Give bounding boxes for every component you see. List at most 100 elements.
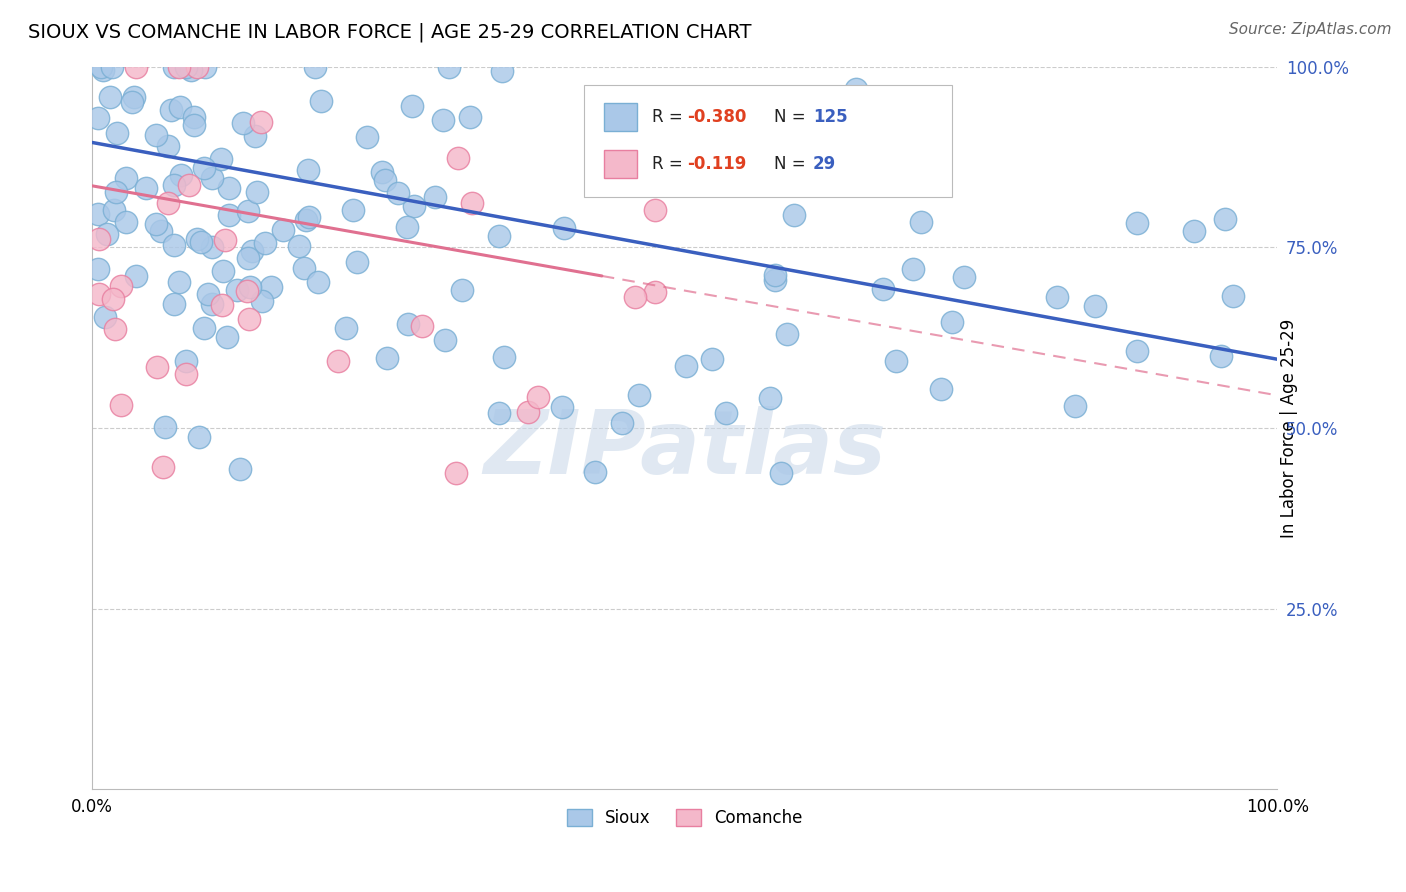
Point [411,318,433,333]
Point [229,462,252,476]
Point [183,111,205,125]
Point [1125,344,1147,359]
Point [200,240,222,254]
Point [346,255,368,269]
Point [232,116,254,130]
Point [941,316,963,330]
Point [87,206,110,220]
Point [238,204,260,219]
Point [295,213,318,227]
Point [371,165,394,179]
Point [461,196,484,211]
Point [159,103,181,117]
Point [583,465,606,479]
Point [271,223,294,237]
Point [101,60,124,74]
Point [491,63,513,78]
Point [763,273,786,287]
Point [167,275,190,289]
Point [190,235,212,250]
Legend: Sioux, Comanche: Sioux, Comanche [558,800,811,835]
Point [145,217,167,231]
Point [122,90,145,104]
Point [551,401,574,415]
Point [401,98,423,112]
Point [675,359,697,374]
Point [458,110,481,124]
Point [395,219,418,234]
Point [387,186,409,201]
FancyBboxPatch shape [605,103,637,131]
Point [193,321,215,335]
Point [492,351,515,365]
Point [298,210,321,224]
Point [335,320,357,334]
Point [872,282,894,296]
Point [375,351,398,365]
Point [194,60,217,74]
Point [304,60,326,74]
Point [253,236,276,251]
Point [135,181,157,195]
Point [628,388,651,402]
Text: Source: ZipAtlas.com: Source: ZipAtlas.com [1229,22,1392,37]
Point [110,279,132,293]
Point [714,406,737,420]
Point [553,220,575,235]
Point [374,173,396,187]
Point [517,405,540,419]
Point [146,360,169,375]
Point [759,392,782,406]
Point [342,202,364,217]
Point [326,354,349,368]
Point [246,186,269,200]
Y-axis label: In Labor Force | Age 25-29: In Labor Force | Age 25-29 [1279,318,1298,538]
Text: R =: R = [651,155,693,173]
Point [114,170,136,185]
Point [183,118,205,132]
Point [193,161,215,176]
Point [176,368,198,382]
Text: -0.380: -0.380 [688,108,747,126]
Point [238,311,260,326]
Point [1211,349,1233,363]
Point [287,239,309,253]
Point [90,60,112,74]
Text: -0.119: -0.119 [688,155,747,173]
Point [783,208,806,222]
Text: 125: 125 [813,108,848,126]
Point [292,261,315,276]
Text: N =: N = [773,108,811,126]
Point [1126,216,1149,230]
Point [612,416,634,430]
Point [1182,224,1205,238]
Point [87,287,110,301]
Point [447,151,470,165]
Point [209,152,232,166]
Point [238,251,260,265]
Point [96,227,118,242]
Point [188,429,211,443]
Point [770,466,793,480]
Point [488,406,510,420]
Point [215,329,238,343]
Point [432,113,454,128]
Point [103,203,125,218]
FancyBboxPatch shape [605,151,637,178]
Point [157,196,180,211]
Point [644,285,666,300]
Point [297,162,319,177]
Point [180,62,202,77]
Point [226,284,249,298]
Point [1215,212,1237,227]
Point [177,178,200,192]
Point [201,171,224,186]
Point [527,390,550,404]
Point [105,186,128,200]
Point [249,115,271,129]
Point [103,321,125,335]
Point [101,292,124,306]
Point [356,130,378,145]
Text: 29: 29 [813,155,837,173]
Point [952,270,974,285]
